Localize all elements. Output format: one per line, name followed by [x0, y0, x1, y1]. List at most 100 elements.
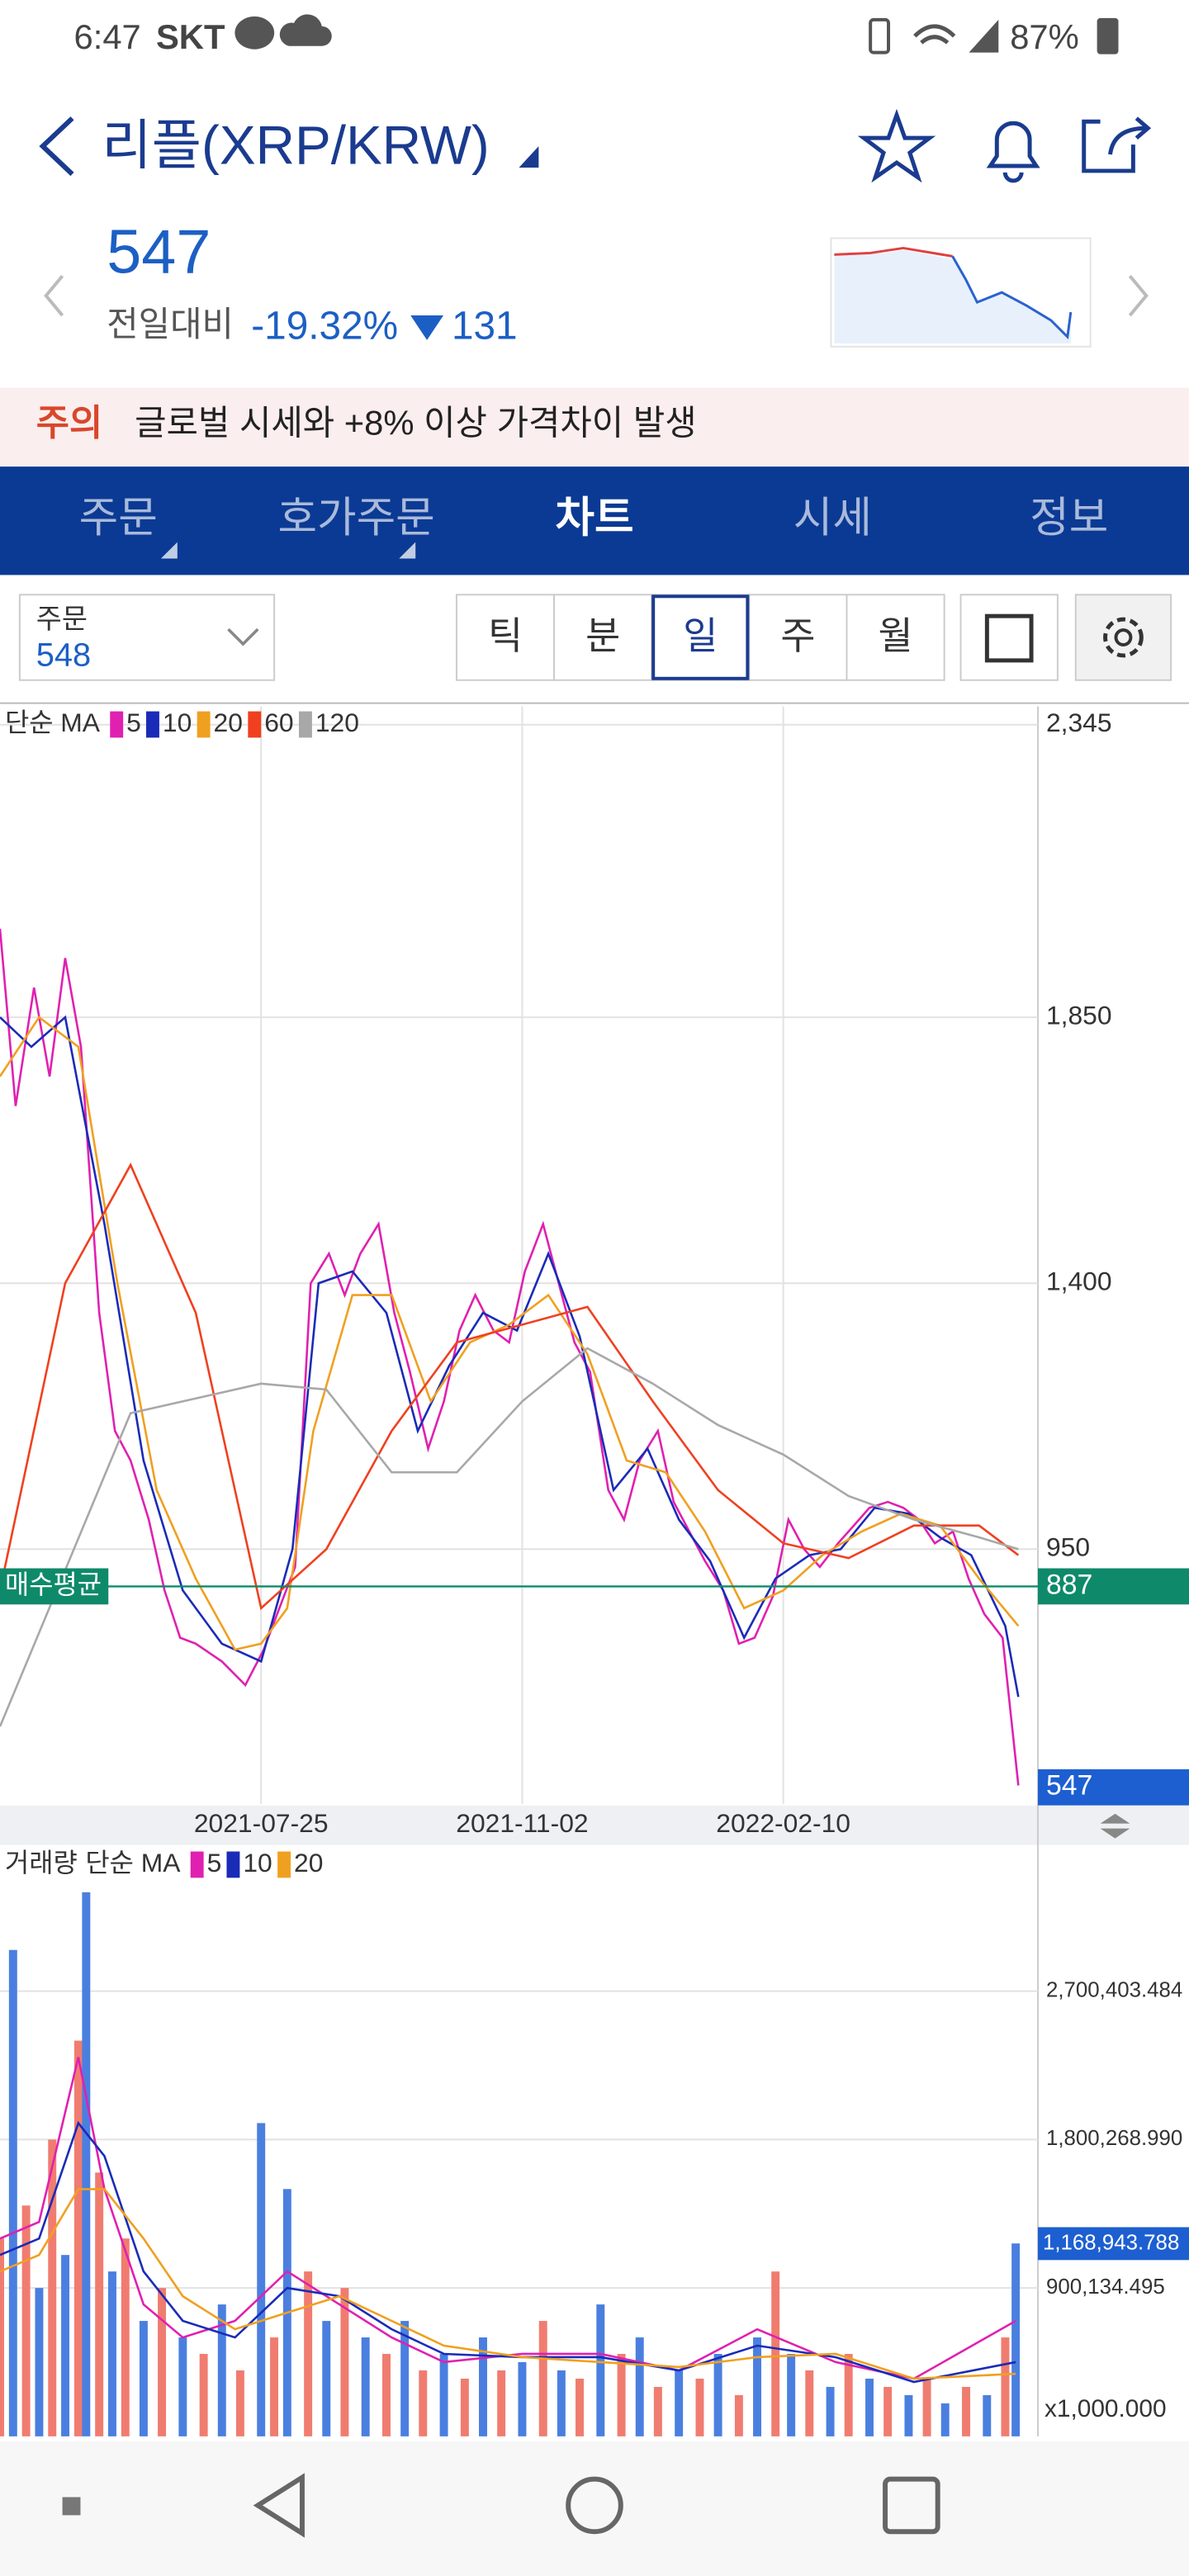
tab-dropdown	[160, 542, 178, 559]
tab[interactable]: 호가주문	[277, 493, 434, 541]
volume-bar	[48, 2139, 57, 2436]
volume-bar	[21, 2205, 31, 2436]
volume-bar	[538, 2321, 547, 2436]
period-label[interactable]: 일	[683, 615, 718, 657]
legend-swatch	[248, 711, 262, 738]
y-tick-label: 950	[1046, 1532, 1090, 1562]
signal-icon	[969, 19, 999, 53]
order-box[interactable]	[18, 594, 276, 681]
y-tick-label: 1,850	[1046, 1001, 1112, 1030]
settings-icon-core	[1114, 628, 1133, 646]
legend-label: 20	[294, 1848, 323, 1878]
ma-line	[0, 1347, 1019, 1727]
volume-bar	[199, 2354, 208, 2436]
legend-label: 120	[315, 708, 359, 737]
volume-bar	[576, 2378, 584, 2436]
volume-bar	[361, 2337, 370, 2436]
period-label[interactable]: 월	[879, 615, 913, 657]
period-label[interactable]: 틱	[488, 615, 523, 657]
volume-bar	[904, 2394, 913, 2436]
volume-bar	[95, 2172, 104, 2436]
period-button[interactable]	[748, 594, 848, 681]
vibrate-icon	[869, 17, 891, 54]
favorite-button[interactable]	[857, 108, 936, 183]
volume-bar	[940, 2403, 950, 2436]
volume-bar	[82, 1892, 91, 2436]
period-button[interactable]	[455, 594, 556, 681]
tab-bar	[0, 466, 1189, 575]
volume-bar	[557, 2370, 566, 2436]
period-label[interactable]: 분	[585, 615, 620, 657]
average-tag	[0, 1568, 109, 1605]
y-tick-label: 1,400	[1046, 1267, 1112, 1296]
mini-chart-line-down	[951, 255, 1073, 340]
volume-bar	[518, 2362, 527, 2436]
tab[interactable]: 시세	[793, 493, 872, 541]
volume-bar	[734, 2394, 743, 2436]
battery-text: 87%	[1010, 17, 1079, 56]
x-axis-strip	[0, 1805, 1189, 1845]
status-bar: 6:47 SKT 87%	[74, 14, 1119, 56]
title-dropdown[interactable]	[519, 146, 539, 168]
volume-bar	[753, 2337, 762, 2436]
draw-button[interactable]	[959, 594, 1059, 681]
legend-label: 60	[264, 708, 293, 737]
resize-handle[interactable]	[1100, 1813, 1130, 1839]
mini-chart-line-up	[834, 246, 953, 258]
volume-bar	[340, 2288, 349, 2436]
legend-label: 10	[243, 1848, 272, 1878]
period-button[interactable]	[553, 594, 653, 681]
volume-bar	[805, 2370, 814, 2436]
legend-label: 5	[207, 1848, 222, 1878]
legend-swatch	[146, 711, 159, 738]
volume-bar	[617, 2354, 626, 2436]
nav-home[interactable]	[566, 2476, 623, 2535]
volume-bar	[844, 2354, 853, 2436]
volume-bar	[139, 2321, 148, 2436]
volume-bar	[826, 2386, 835, 2436]
tab[interactable]: 주문	[79, 493, 158, 541]
current-volume-label: 1,168,943.788	[1043, 2231, 1179, 2254]
period-button[interactable]	[651, 594, 751, 681]
order-dropdown[interactable]	[227, 627, 259, 646]
next-coin[interactable]	[1128, 275, 1149, 317]
legend-swatch	[277, 1851, 291, 1878]
volume-bar	[983, 2394, 992, 2436]
x-tick-label: 2021-07-25	[194, 1808, 329, 1838]
volume-bar	[883, 2386, 893, 2436]
share-button[interactable]	[1082, 116, 1152, 173]
coin-title[interactable]: 리플(XRP/KRW)	[102, 115, 489, 175]
period-button[interactable]	[846, 594, 945, 681]
volume-bar	[1001, 2337, 1010, 2436]
volume-bar	[1011, 2243, 1021, 2436]
tab[interactable]: 차트	[555, 493, 633, 541]
volume-bar	[922, 2378, 931, 2436]
volume-bar	[178, 2337, 187, 2436]
nav-back[interactable]	[253, 2473, 305, 2538]
legend-swatch	[298, 711, 312, 738]
y-tick-label: 1,800,268.990	[1046, 2127, 1182, 2150]
nav-menu[interactable]	[62, 2497, 81, 2516]
back-button[interactable]	[39, 116, 74, 177]
header: 리플(XRP/KRW) 547 전일대비 -19.32% 131	[39, 108, 1152, 348]
ma-line	[0, 1163, 1020, 1611]
status-time: 6:47	[74, 17, 141, 56]
settings-button[interactable]	[1074, 594, 1172, 681]
ma-line	[0, 2188, 1016, 2380]
volume-bar	[865, 2378, 874, 2436]
wifi-icon	[913, 24, 956, 45]
current-price: 547	[107, 217, 211, 286]
alarm-button[interactable]	[986, 121, 1040, 183]
period-label[interactable]: 주	[780, 615, 815, 657]
volume-bar	[382, 2354, 391, 2436]
prev-coin[interactable]	[44, 275, 64, 317]
volume-bar	[400, 2321, 410, 2436]
ma-line	[0, 2057, 1016, 2380]
volume-bar	[419, 2370, 428, 2436]
tab[interactable]: 정보	[1030, 493, 1108, 541]
volume-bar	[35, 2288, 44, 2436]
notice-bar	[0, 387, 1189, 467]
nav-recent[interactable]	[883, 2476, 940, 2535]
volume-bar	[596, 2304, 605, 2436]
